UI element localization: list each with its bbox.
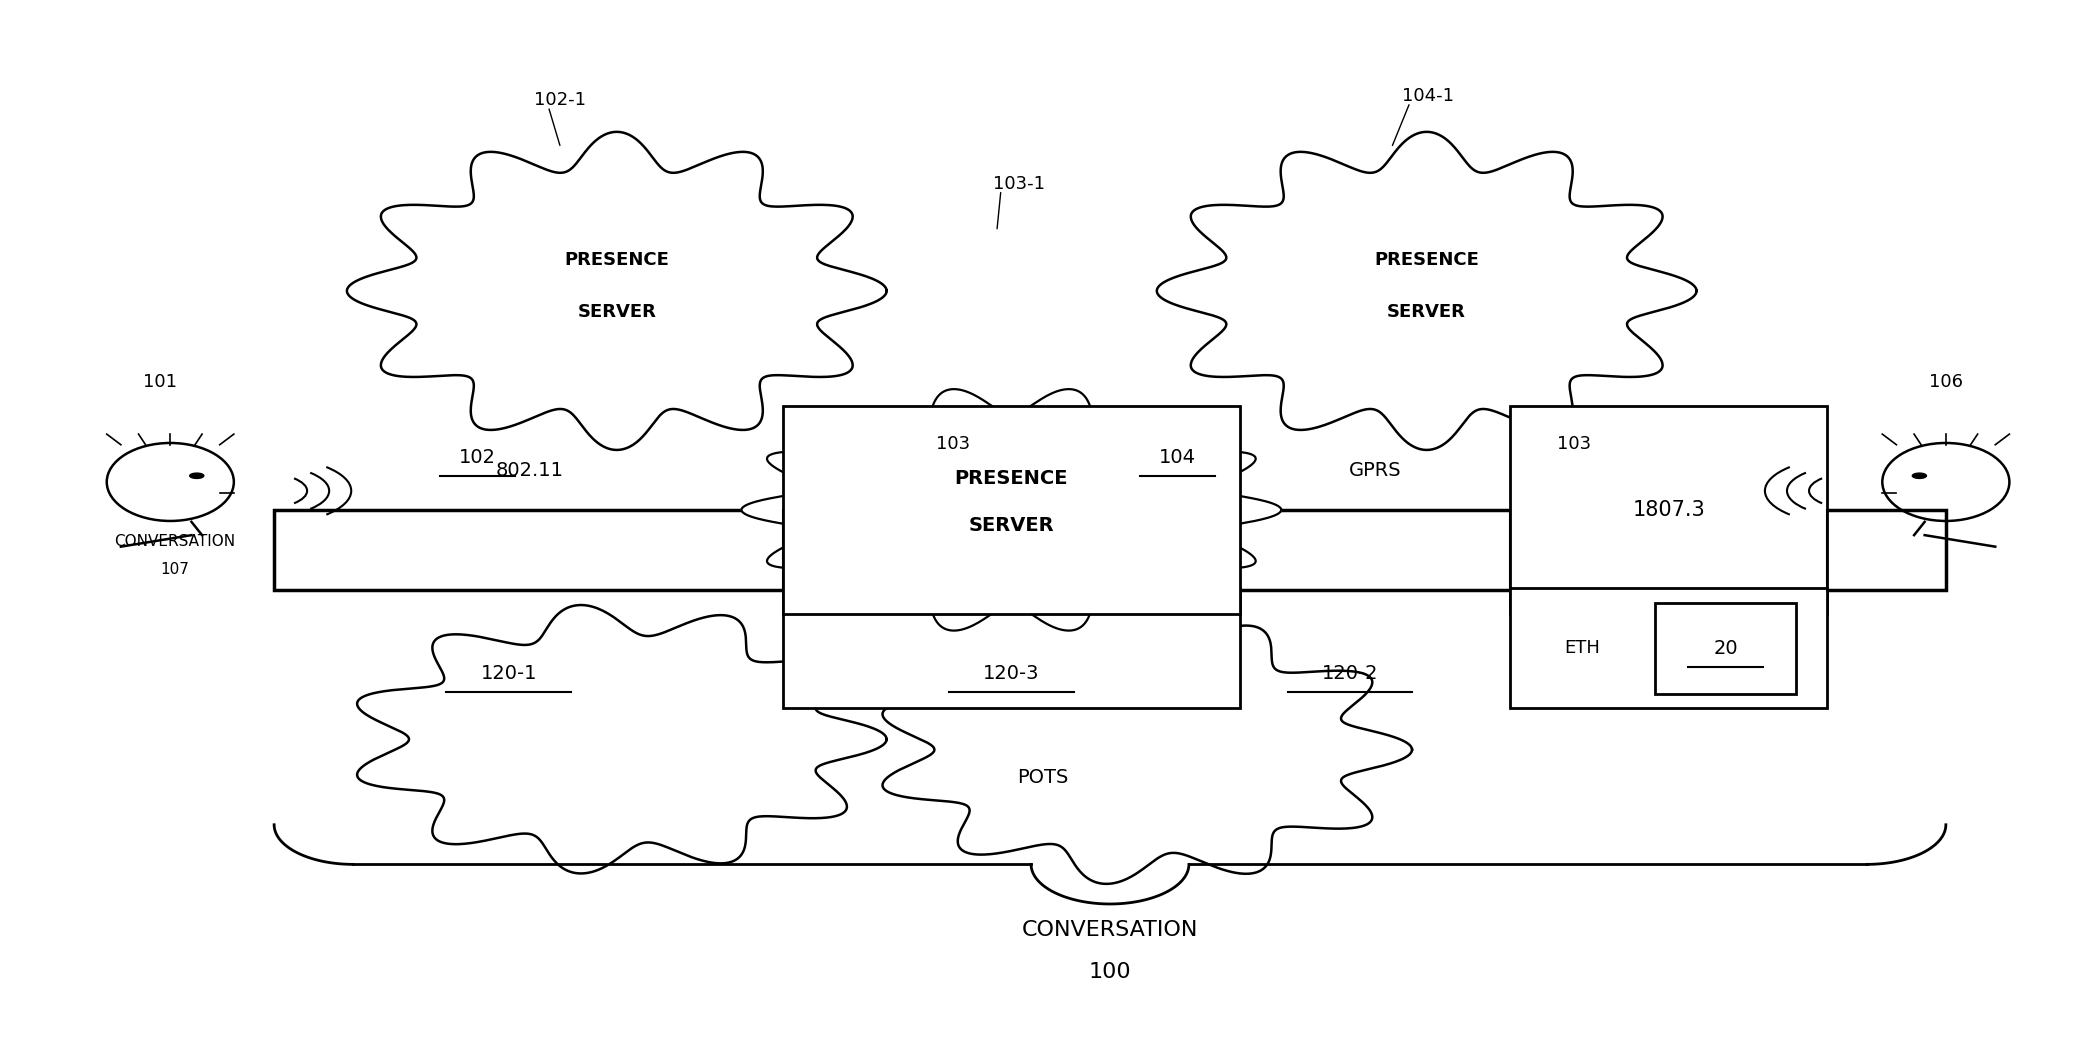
Bar bbox=[1510, 406, 1826, 614]
Text: 107: 107 bbox=[161, 562, 190, 577]
Bar bbox=[1655, 602, 1797, 695]
Bar bbox=[782, 589, 1241, 708]
Ellipse shape bbox=[1912, 473, 1927, 478]
Text: CONVERSATION: CONVERSATION bbox=[115, 534, 236, 549]
Text: 120-3: 120-3 bbox=[984, 664, 1040, 683]
Text: 120-1: 120-1 bbox=[480, 664, 538, 683]
Text: SERVER: SERVER bbox=[578, 303, 657, 321]
Bar bbox=[273, 510, 1945, 591]
Text: 106: 106 bbox=[1929, 373, 1962, 391]
Text: PRESENCE: PRESENCE bbox=[565, 250, 669, 269]
Text: SERVER: SERVER bbox=[1387, 303, 1466, 321]
Text: 20: 20 bbox=[1714, 639, 1739, 658]
Text: 104-1: 104-1 bbox=[1401, 87, 1453, 105]
Ellipse shape bbox=[190, 473, 204, 478]
Text: 102-1: 102-1 bbox=[534, 91, 586, 109]
Polygon shape bbox=[882, 616, 1412, 884]
Bar bbox=[1510, 589, 1826, 708]
Text: 103: 103 bbox=[936, 435, 970, 453]
Text: 103: 103 bbox=[1557, 435, 1591, 453]
Polygon shape bbox=[357, 605, 886, 873]
Polygon shape bbox=[346, 131, 886, 450]
Text: GPRS: GPRS bbox=[1349, 460, 1401, 479]
Text: 101: 101 bbox=[144, 373, 177, 391]
Text: SERVER: SERVER bbox=[970, 516, 1055, 535]
Text: 1807.3: 1807.3 bbox=[1633, 500, 1706, 520]
Text: 802.11: 802.11 bbox=[496, 460, 563, 479]
Text: PRESENCE: PRESENCE bbox=[955, 469, 1068, 488]
Text: PRESENCE: PRESENCE bbox=[1374, 250, 1478, 269]
Text: POTS: POTS bbox=[1017, 768, 1068, 787]
Bar bbox=[782, 406, 1241, 614]
Text: ETH: ETH bbox=[1564, 639, 1601, 657]
Text: CONVERSATION: CONVERSATION bbox=[1022, 920, 1199, 940]
Text: 120-2: 120-2 bbox=[1322, 664, 1378, 683]
Text: 103-1: 103-1 bbox=[992, 174, 1045, 192]
Text: 102: 102 bbox=[459, 448, 496, 468]
Text: 100: 100 bbox=[1088, 962, 1132, 982]
Polygon shape bbox=[742, 389, 1280, 631]
Text: 104: 104 bbox=[1159, 448, 1197, 468]
Polygon shape bbox=[1157, 131, 1697, 450]
